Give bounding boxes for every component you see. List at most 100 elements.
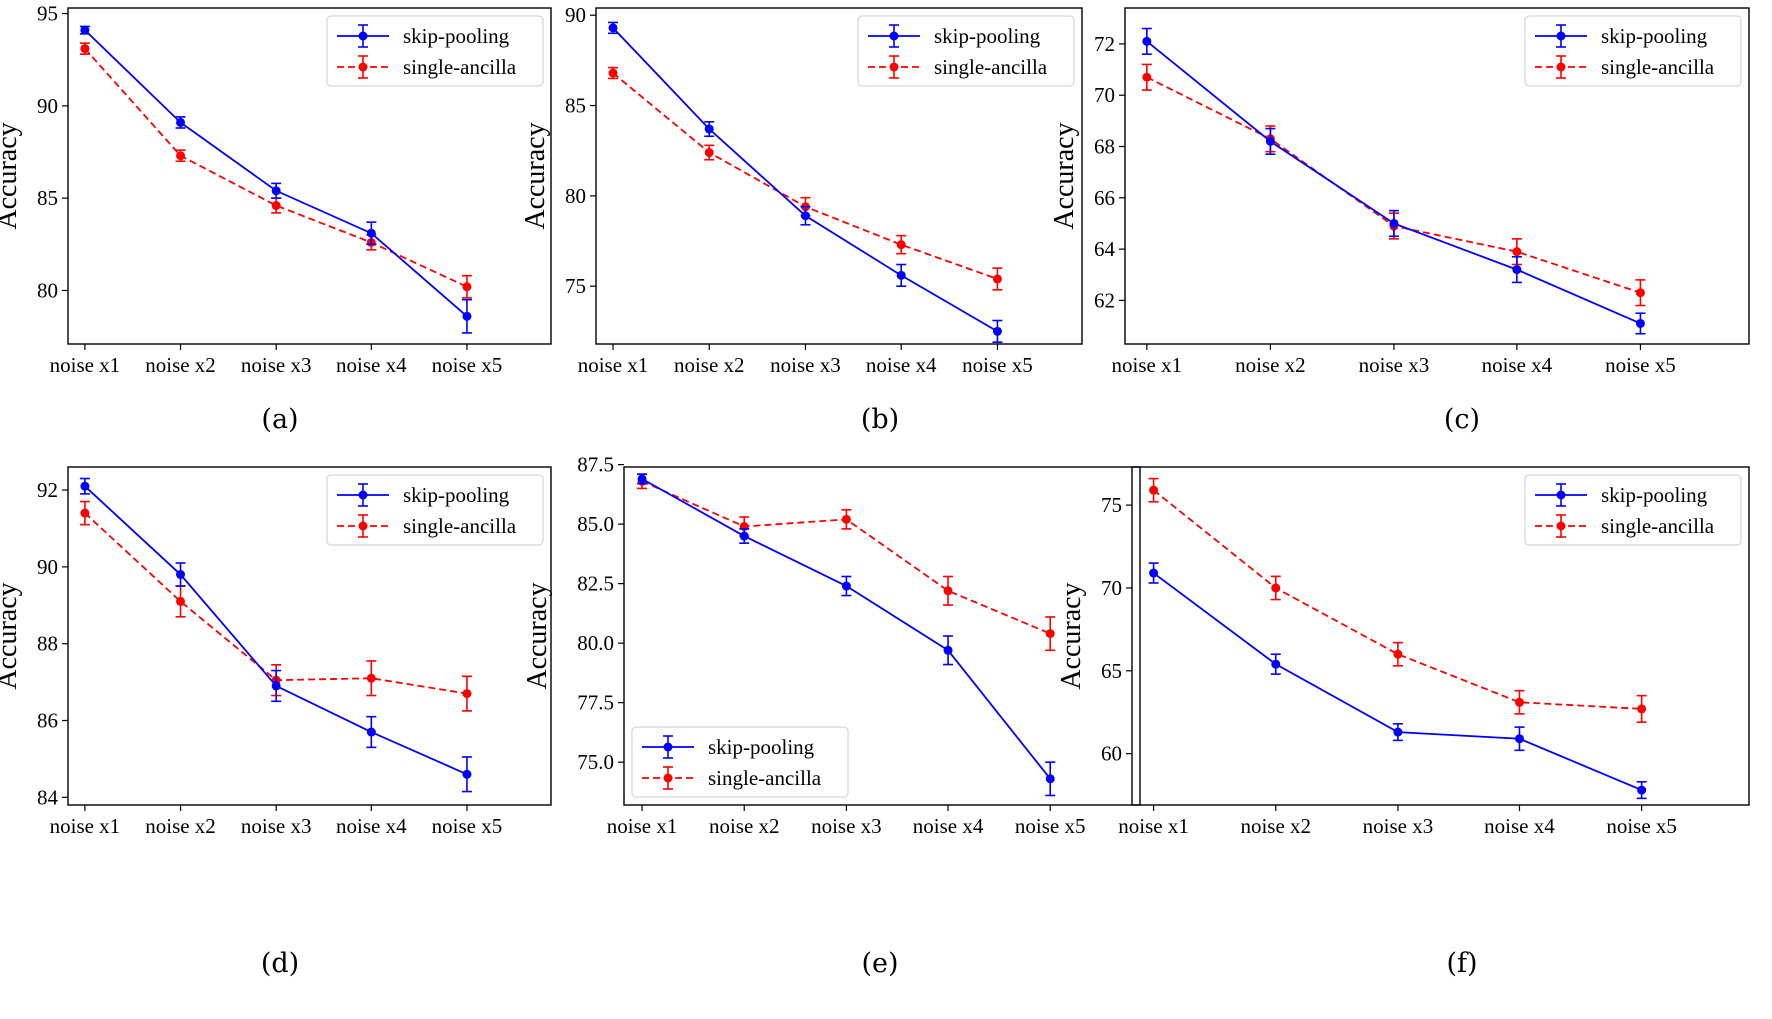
data-point — [608, 23, 618, 33]
data-point — [80, 508, 90, 518]
legend-box — [326, 15, 544, 87]
legend-label: skip-pooling — [934, 24, 1041, 48]
x-tick-label: noise x1 — [50, 814, 121, 838]
chart-panel-5: 60 65 70 75 noise x1 noise x2 noise x3 noise x4… — [1056, 466, 1750, 979]
data-point — [896, 240, 906, 250]
x-tick-label: noise x5 — [432, 814, 503, 838]
data-point — [1635, 288, 1645, 298]
y-tick-label: 80 — [565, 184, 586, 208]
legend-swatch-marker — [1556, 490, 1566, 500]
x-tick-label: noise x4 — [866, 353, 937, 377]
data-point — [366, 673, 376, 683]
data-point — [176, 570, 186, 580]
legend: skip-pooling single-ancilla — [326, 474, 544, 546]
data-point — [1637, 704, 1647, 714]
x-tick-label: noise x2 — [674, 353, 745, 377]
data-point — [1045, 774, 1055, 784]
legend: skip-pooling single-ancilla — [631, 726, 849, 798]
data-point — [462, 282, 472, 292]
y-axis-label: Accuracy — [522, 582, 553, 689]
chart-panel-4: 75.0 77.5 80.0 82.5 85.0 87.5 noise x1 noise x2… — [522, 453, 1141, 979]
y-tick-label: 70 — [1094, 83, 1115, 107]
panel-caption: (f) — [1446, 948, 1477, 979]
data-point — [176, 151, 186, 161]
data-point — [80, 481, 90, 491]
data-point — [1142, 72, 1152, 82]
y-tick-label: 87.5 — [577, 453, 614, 477]
legend-box — [326, 474, 544, 546]
data-point — [1512, 265, 1522, 275]
data-point — [1265, 136, 1275, 146]
y-tick-label: 64 — [1094, 237, 1116, 261]
x-tick-label: noise x5 — [432, 353, 503, 377]
legend-swatch-marker — [358, 490, 368, 500]
legend: skip-pooling single-ancilla — [857, 15, 1075, 87]
data-point — [1393, 727, 1403, 737]
series-line-single-ancilla — [1153, 489, 1642, 710]
x-tick-label: noise x5 — [1015, 814, 1086, 838]
legend: skip-pooling single-ancilla — [1524, 474, 1742, 546]
chart-panel-3: 84 86 88 90 92 noise x1 noise x2 noise x3 noise … — [0, 466, 552, 979]
series-line-single-ancilla — [84, 48, 468, 288]
x-tick-label: noise x4 — [336, 353, 407, 377]
data-point — [1637, 785, 1647, 795]
data-point — [992, 326, 1002, 336]
data-point — [1393, 649, 1403, 659]
data-point — [271, 681, 281, 691]
y-tick-label: 80 — [37, 278, 58, 302]
y-tick-label: 66 — [1094, 186, 1115, 210]
data-point — [739, 531, 749, 541]
plot-frame — [1131, 466, 1750, 806]
data-point — [176, 596, 186, 606]
y-tick-label: 90 — [37, 94, 58, 118]
legend-label: single-ancilla — [1601, 55, 1715, 79]
data-point — [1142, 36, 1152, 46]
x-tick-label: noise x4 — [913, 814, 984, 838]
y-tick-label: 68 — [1094, 135, 1115, 159]
x-tick-label: noise x3 — [241, 353, 312, 377]
chart-panel-2: 62 64 66 68 70 72 noise x1 noise x2 noise x3 nois… — [1049, 7, 1750, 435]
x-tick-label: noise x4 — [1482, 353, 1553, 377]
data-point — [841, 514, 851, 524]
y-tick-label: 90 — [565, 3, 586, 27]
legend-label: skip-pooling — [403, 483, 510, 507]
y-axis-label: Accuracy — [1049, 122, 1080, 229]
x-tick-label: noise x1 — [607, 814, 678, 838]
x-tick-label: noise x1 — [1118, 814, 1189, 838]
x-tick-label: noise x2 — [1240, 814, 1311, 838]
data-point — [271, 186, 281, 196]
x-tick-label: noise x1 — [1112, 353, 1183, 377]
x-tick-label: noise x2 — [709, 814, 780, 838]
legend-box — [631, 726, 849, 798]
data-point — [271, 201, 281, 211]
data-point — [992, 274, 1002, 284]
x-tick-label: noise x1 — [50, 353, 121, 377]
y-tick-label: 62 — [1094, 288, 1115, 312]
y-tick-label: 85 — [37, 186, 58, 210]
x-tick-label: noise x3 — [811, 814, 882, 838]
data-point — [943, 586, 953, 596]
series-line-single-ancilla — [1146, 76, 1641, 294]
plot-frame — [67, 466, 552, 806]
series-line-skip-pooling — [1153, 572, 1642, 791]
data-point — [80, 25, 90, 35]
legend-label: single-ancilla — [403, 55, 517, 79]
legend: skip-pooling single-ancilla — [1524, 15, 1742, 87]
x-tick-label: noise x1 — [578, 353, 649, 377]
data-point — [462, 689, 472, 699]
legend-swatch-marker — [358, 31, 368, 41]
x-tick-label: noise x5 — [1605, 353, 1676, 377]
y-axis-label: Accuracy — [0, 122, 23, 229]
plot-frame — [1124, 7, 1750, 345]
data-point — [841, 581, 851, 591]
x-tick-label: noise x3 — [770, 353, 841, 377]
y-tick-label: 86 — [37, 709, 58, 733]
panel-caption: (c) — [1444, 404, 1480, 435]
legend-box — [857, 15, 1075, 87]
legend-label: skip-pooling — [1601, 24, 1708, 48]
y-tick-label: 95 — [37, 2, 58, 26]
data-point — [366, 228, 376, 238]
data-point — [462, 769, 472, 779]
y-axis-label: Accuracy — [1056, 582, 1087, 689]
x-tick-label: noise x2 — [145, 814, 216, 838]
